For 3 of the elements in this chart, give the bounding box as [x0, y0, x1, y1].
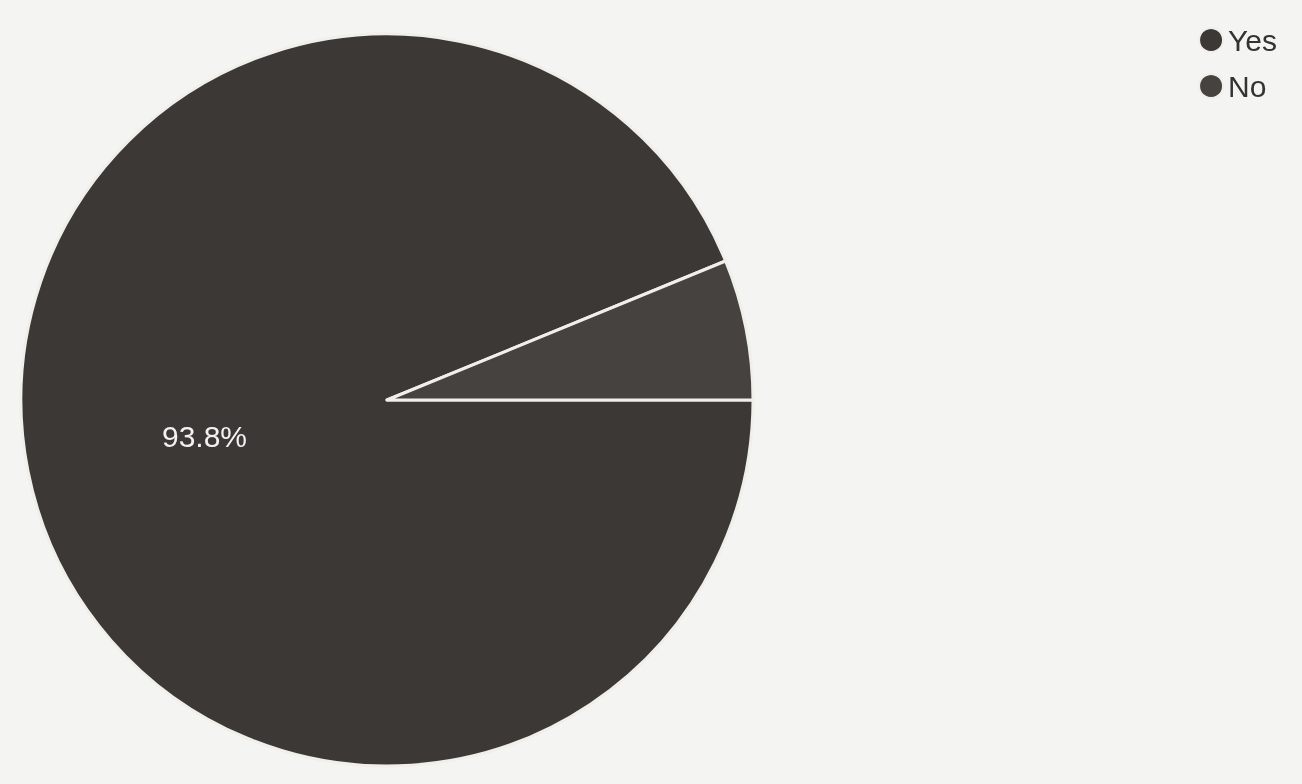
data-label: 93.8%	[161, 419, 248, 453]
legend-label: Yes	[1228, 23, 1278, 57]
legend-label: No	[1228, 69, 1267, 103]
